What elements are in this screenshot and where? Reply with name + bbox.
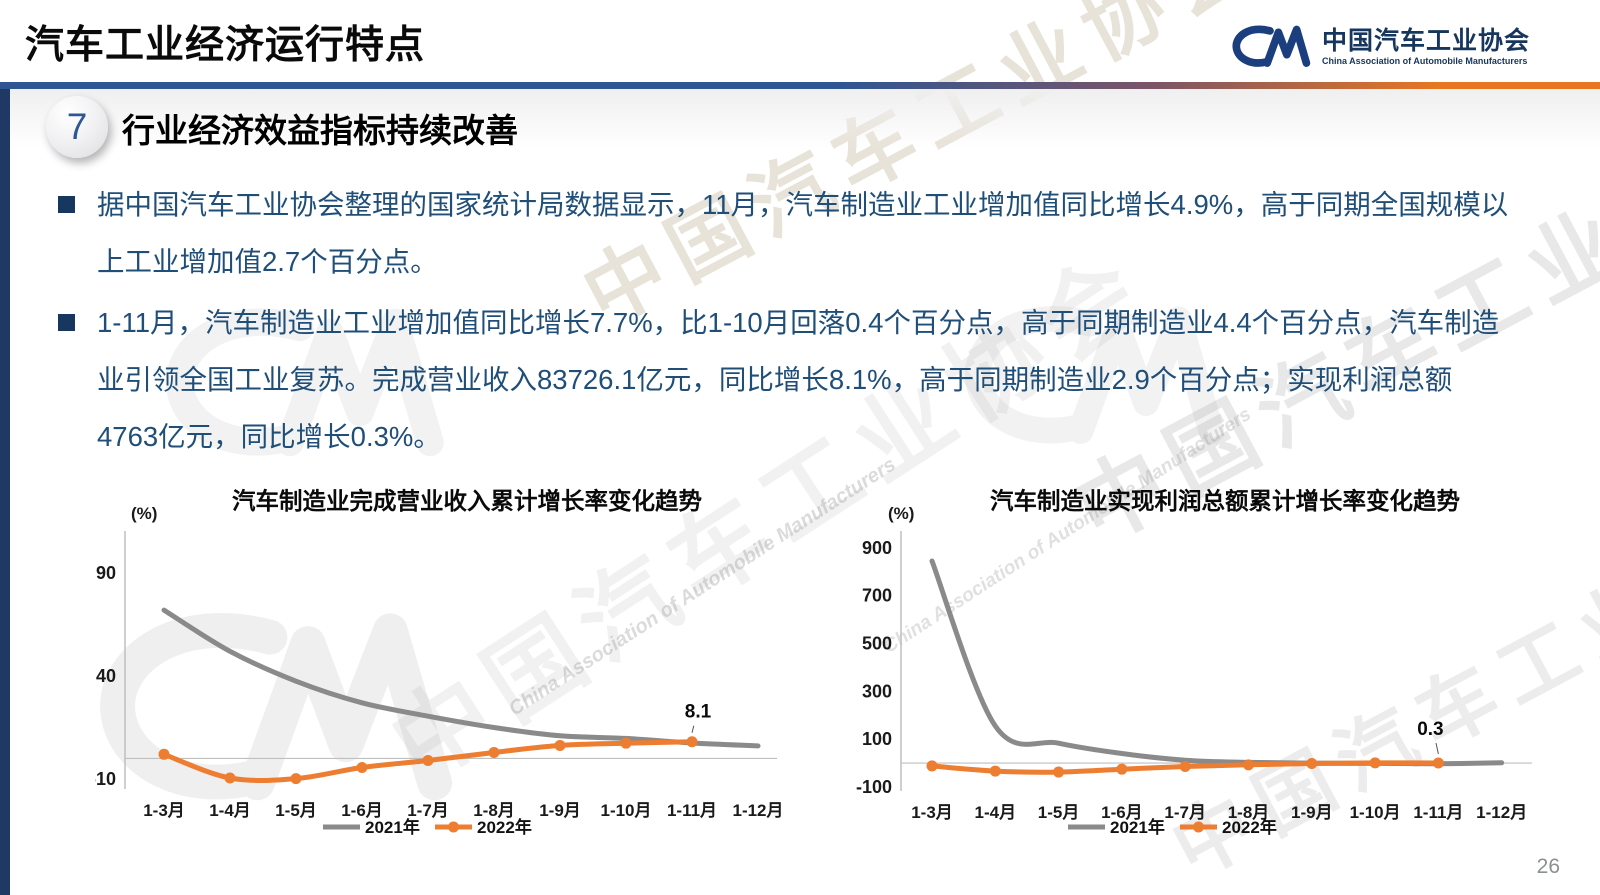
left-accent-bar [0, 89, 10, 895]
x-tick-label: 1-7月 [407, 801, 449, 820]
data-label: 8.1 [685, 702, 712, 723]
data-label: 0.3 [1417, 719, 1443, 740]
page-number: 26 [1536, 855, 1560, 878]
bullet-list: 据中国汽车工业协会整理的国家统计局数据显示，11月，汽车制造业工业增加值同比增长… [58, 176, 1543, 469]
bullet-text: 1-11月，汽车制造业工业增加值同比增长7.7%，比1-10月回落0.4个百分点… [97, 307, 1500, 452]
data-point-marker [686, 736, 698, 748]
data-point-marker [1306, 758, 1318, 770]
data-point-marker [989, 765, 1001, 777]
data-point-marker [1179, 761, 1191, 773]
caam-logo: 中国汽车工业协会 China Association of Automobile… [1228, 20, 1530, 74]
x-tick-label: 1-11月 [667, 801, 717, 820]
bullet-square-icon [58, 314, 75, 331]
y-tick-label: 90 [96, 563, 116, 583]
header-divider [0, 82, 1600, 89]
x-tick-label: 1-8月 [473, 801, 515, 820]
legend-label-2022: 2022年 [1222, 817, 1277, 837]
x-tick-label: 1-12月 [1476, 803, 1527, 822]
data-point-marker [1116, 763, 1128, 775]
list-item: 据中国汽车工业协会整理的国家统计局数据显示，11月，汽车制造业工业增加值同比增长… [58, 176, 1543, 290]
data-point-marker [620, 737, 632, 749]
legend-label-2021: 2021年 [365, 817, 420, 837]
series-line-2021年 [161, 607, 761, 749]
x-tick-label: 1-10月 [600, 801, 651, 820]
data-point-marker [290, 773, 302, 785]
bullet-square-icon [58, 196, 75, 213]
data-point-marker [1369, 757, 1381, 769]
x-tick-label: 1-9月 [1291, 803, 1333, 822]
chart-title: 汽车制造业完成营业收入累计增长率变化趋势 [232, 487, 702, 514]
logo-name-cn: 中国汽车工业协会 [1321, 26, 1530, 55]
page-title: 汽车工业经济运行特点 [25, 24, 426, 67]
x-tick-label: 1-6月 [341, 801, 383, 820]
data-point-marker [422, 754, 434, 766]
profit-growth-chart: 900 700 500 300 100 -100 (%) 汽车制造业实现利润总额累计增长率变化… [830, 485, 1550, 857]
x-tick-label: 1-4月 [209, 801, 251, 820]
data-point-marker [1432, 757, 1444, 769]
list-item: 1-11月，汽车制造业工业增加值同比增长7.7%，比1-10月回落0.4个百分点… [58, 294, 1543, 465]
x-tick-label: 1-10月 [1350, 803, 1401, 822]
x-tick-label: 1-3月 [911, 803, 953, 822]
chart-canvas: 900 700 500 300 100 -100 (%) 汽车制造业实现利润总额累计增长率变化… [856, 487, 1532, 837]
y-axis-unit-label: (%) [888, 504, 914, 523]
y-tick-label: -100 [856, 777, 892, 797]
y-tick-label: 300 [862, 681, 892, 701]
section-number-badge: 7 [46, 96, 108, 158]
data-point-marker [488, 746, 500, 758]
annotation-leader-line [1435, 742, 1439, 755]
section-heading: 行业经济效益指标持续改善 [122, 112, 518, 149]
data-point-marker [554, 739, 566, 751]
x-tick-label: 1-8月 [1228, 803, 1270, 822]
y-tick-label: 500 [862, 634, 892, 654]
x-tick-label: 1-5月 [1038, 803, 1080, 822]
data-point-marker [158, 748, 170, 760]
data-point-marker [1243, 759, 1254, 771]
x-tick-label: 1-4月 [975, 803, 1017, 822]
y-tick-label: 100 [862, 729, 892, 749]
annotation-leader-line [691, 725, 695, 733]
y-tick-label: 700 [862, 586, 892, 606]
y-tick-label: 900 [862, 538, 892, 558]
x-tick-label: 1-12月 [732, 801, 783, 820]
x-tick-label: 1-6月 [1101, 803, 1143, 822]
x-tick-label: 1-3月 [143, 801, 185, 820]
content-top-shade [0, 89, 1600, 159]
data-point-marker [356, 761, 368, 773]
x-tick-label: 1-7月 [1164, 803, 1206, 822]
data-point-marker [224, 772, 236, 784]
legend-label-2022: 2022年 [477, 817, 532, 837]
caam-logo-mark-icon [1232, 25, 1311, 67]
revenue-growth-chart: 90 40 -10 (%) 汽车制造业完成营业收入累计增长率变化趋势 1-3月 1-4月 1-… [90, 485, 795, 857]
legend-label-2021: 2021年 [1110, 817, 1165, 837]
legend-marker-2022 [448, 821, 459, 833]
bullet-text: 据中国汽车工业协会整理的国家统计局数据显示，11月，汽车制造业工业增加值同比增长… [97, 189, 1509, 277]
logo-name-en: China Association of Automobile Manufact… [1321, 55, 1528, 66]
x-tick-label: 1-11月 [1413, 803, 1463, 822]
x-tick-label: 1-9月 [539, 801, 581, 820]
data-point-marker [926, 760, 938, 772]
data-point-marker [1053, 766, 1065, 778]
chart-canvas: 90 40 -10 (%) 汽车制造业完成营业收入累计增长率变化趋势 1-3月 1-4月 1-… [90, 487, 784, 837]
legend-marker-2022 [1193, 821, 1204, 833]
x-tick-label: 1-5月 [275, 801, 317, 820]
y-axis-unit-label: (%) [131, 504, 157, 523]
y-tick-label: -10 [95, 769, 116, 789]
y-tick-label: 40 [96, 666, 116, 686]
chart-title: 汽车制造业实现利润总额累计增长率变化趋势 [990, 487, 1460, 514]
